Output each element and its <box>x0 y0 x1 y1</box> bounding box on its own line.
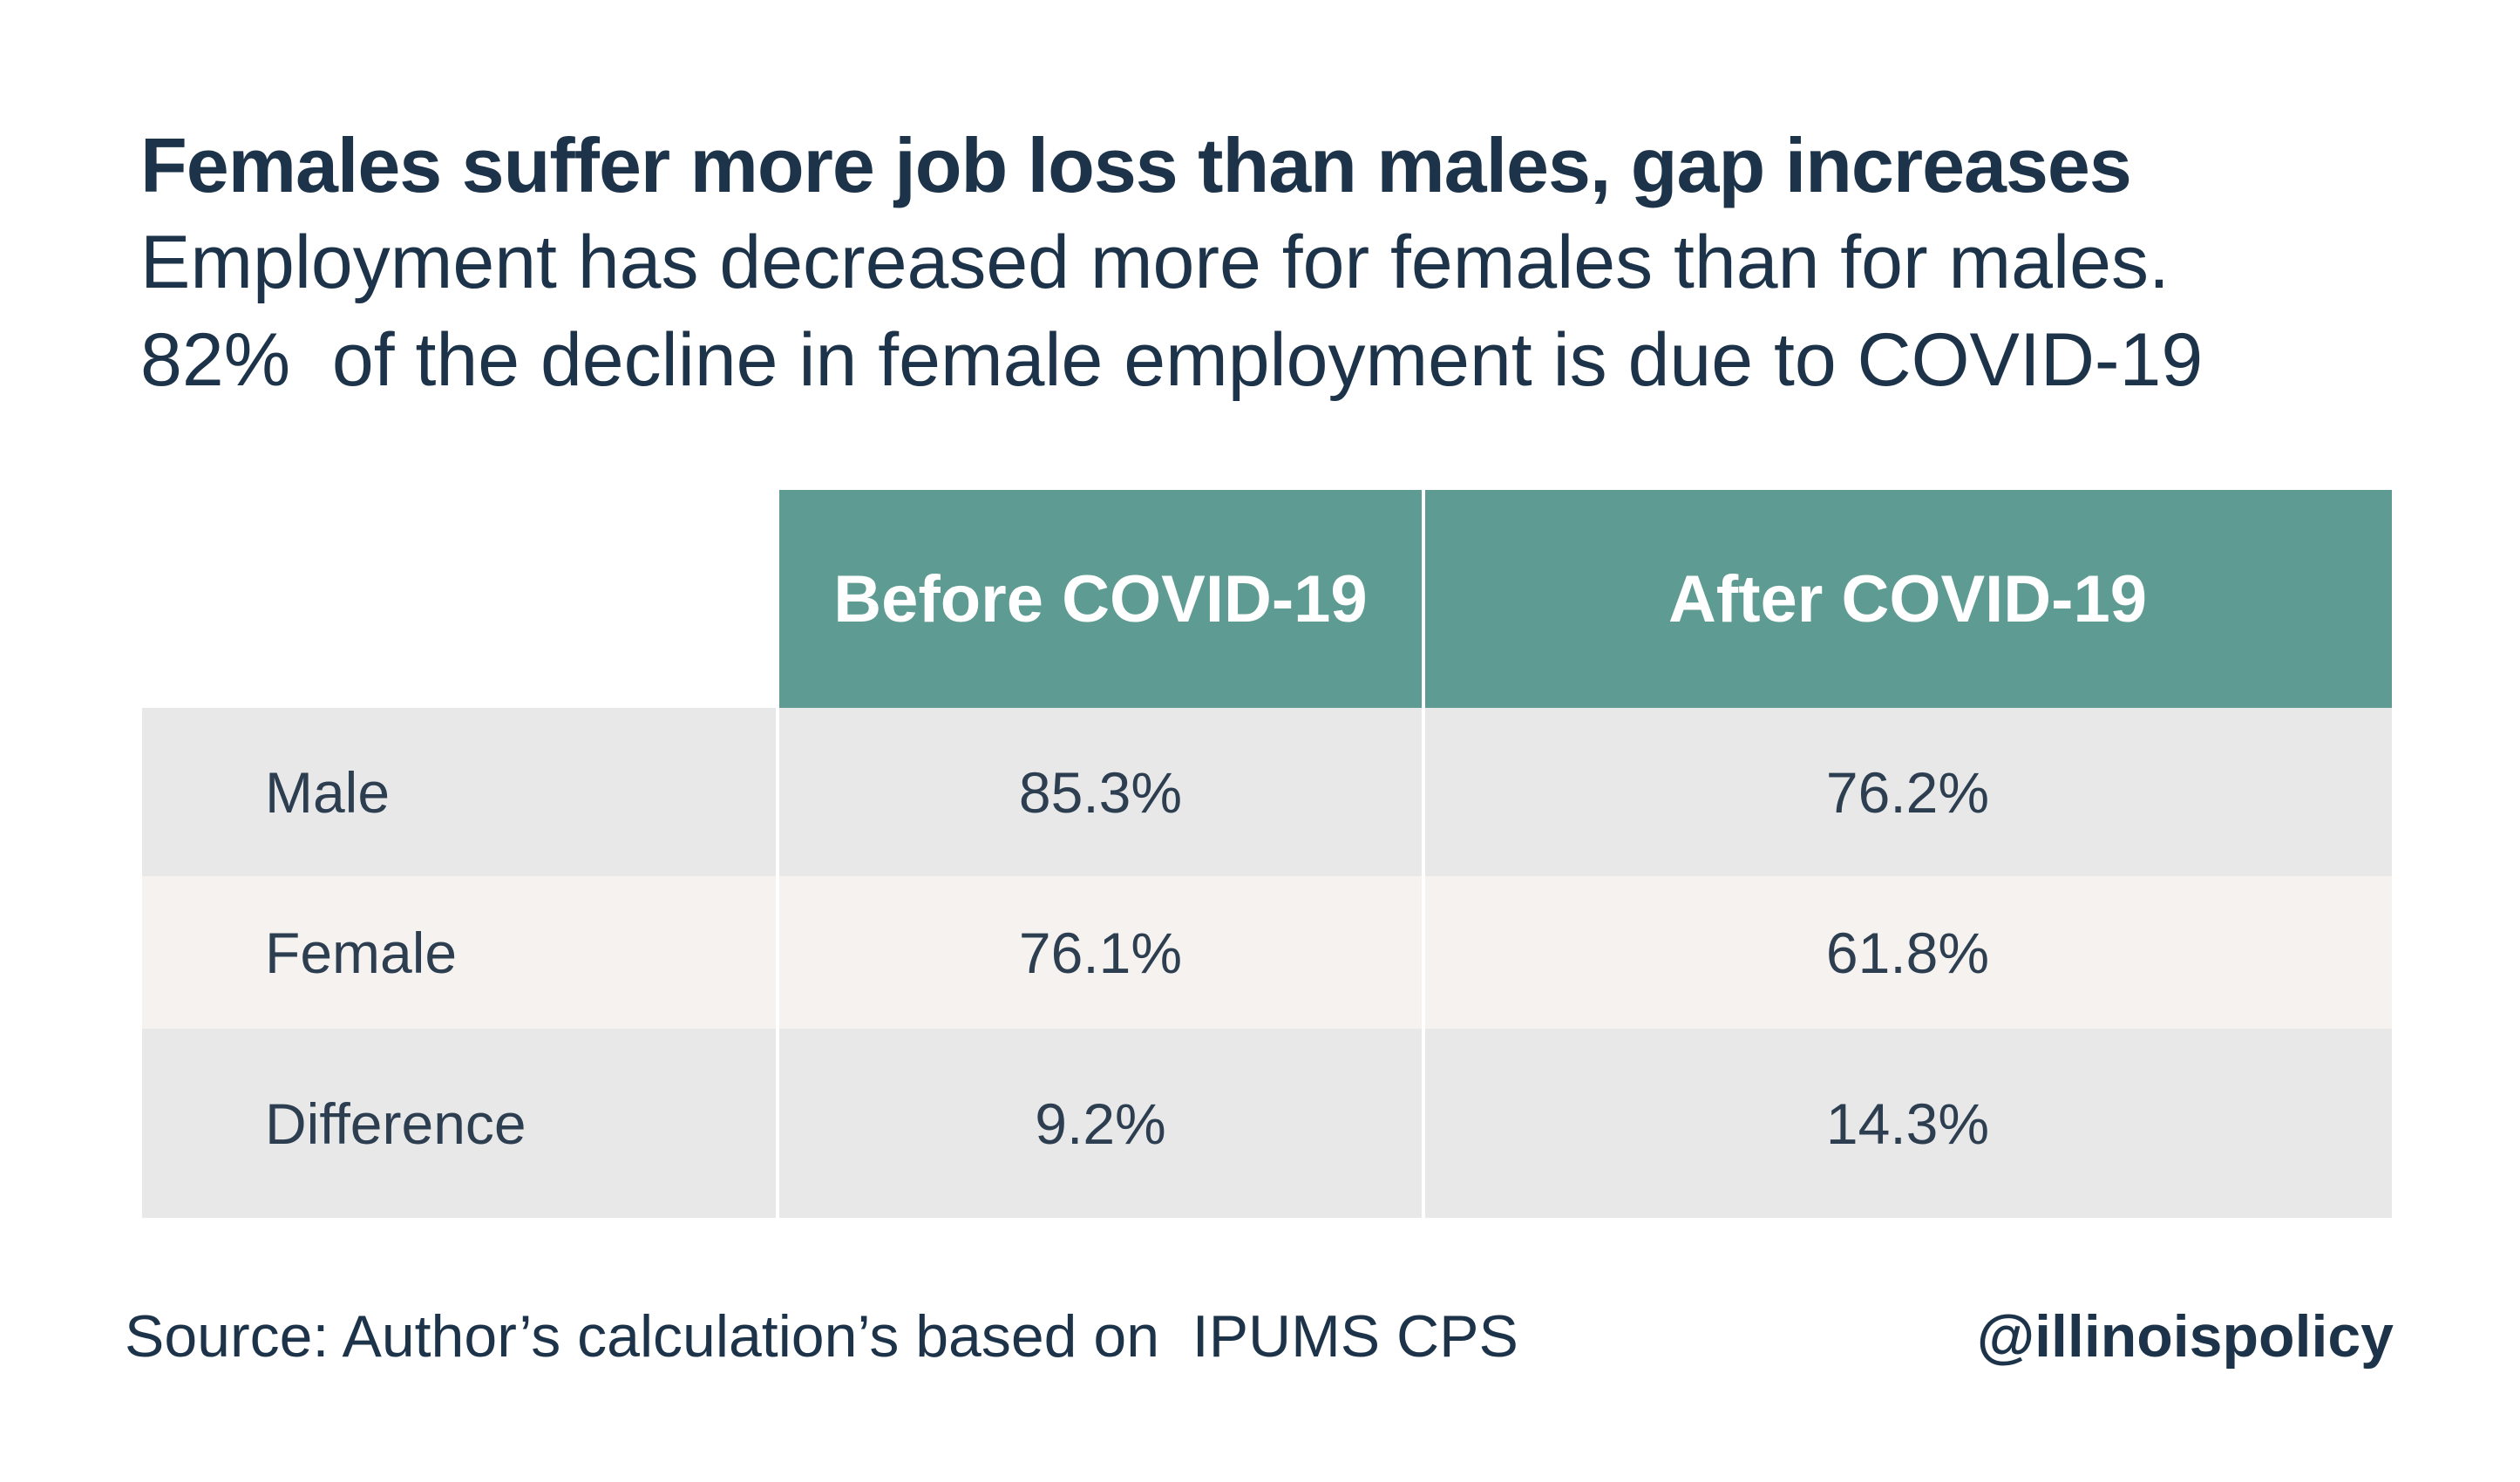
cell-difference-before: 9.2% <box>778 1029 1423 1218</box>
column-divider-2 <box>1422 490 1425 1218</box>
source-note: Source: Author’s calculation’s based on … <box>125 1303 1518 1370</box>
column-divider-1 <box>776 490 779 1218</box>
column-header-after: After COVID-19 <box>1423 490 2392 708</box>
cell-female-before: 76.1% <box>778 876 1423 1029</box>
cell-female-after: 61.8% <box>1423 876 2392 1029</box>
chart-title: Females suffer more job loss than males,… <box>140 122 2132 208</box>
subtitle-line-1: Employment has decreased more for female… <box>140 221 2170 304</box>
social-handle: @illinoispolicy <box>1976 1303 2394 1370</box>
row-label-female: Female <box>142 876 778 1029</box>
cell-male-before: 85.3% <box>778 708 1423 876</box>
cell-difference-after: 14.3% <box>1423 1029 2392 1218</box>
chart-subtitle: Employment has decreased more for female… <box>140 214 2407 409</box>
row-label-male: Male <box>142 708 778 876</box>
cell-male-after: 76.2% <box>1423 708 2392 876</box>
employment-table: Before COVID-19 After COVID-19 Male 85.3… <box>142 490 2392 1218</box>
column-header-before: Before COVID-19 <box>778 490 1423 708</box>
row-label-difference: Difference <box>142 1029 778 1218</box>
subtitle-line-2: 82% of the decline in female employment … <box>140 318 2204 402</box>
